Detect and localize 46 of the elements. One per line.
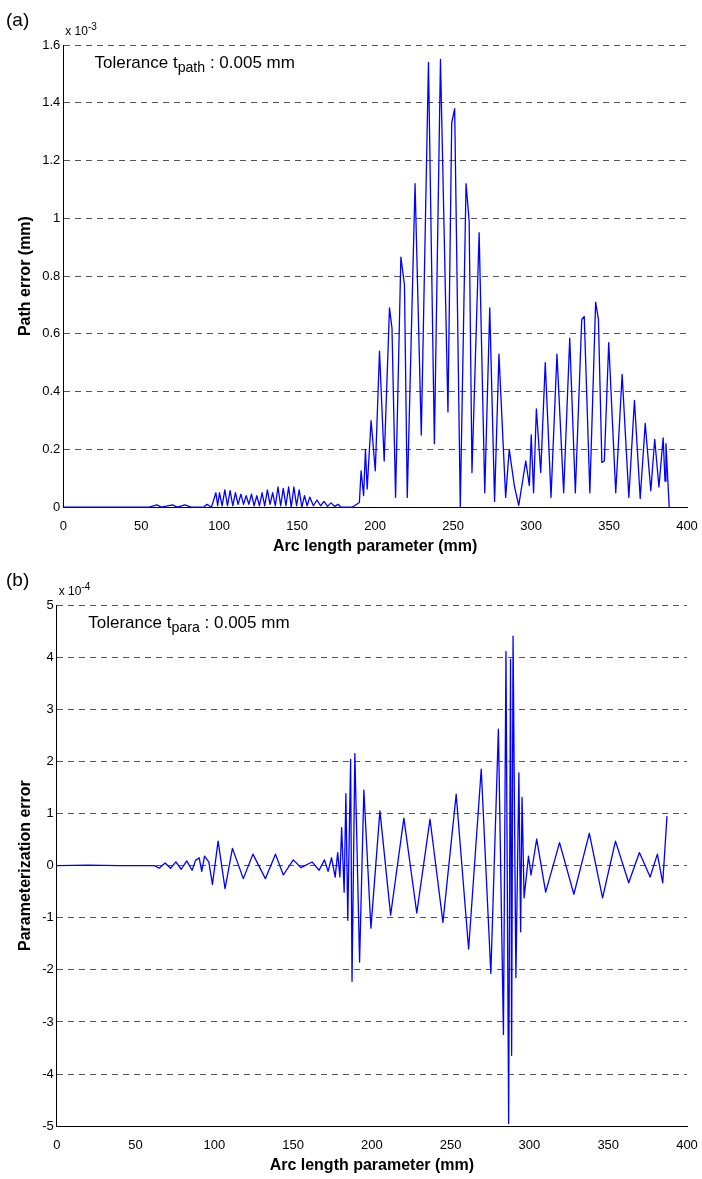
y-tick-label: 2 [46, 752, 54, 768]
y-tick-label: 4 [46, 648, 54, 664]
y-tick-label: 0 [53, 498, 61, 514]
y-tick-label: -5 [42, 1117, 54, 1133]
y-tick-label: 0.4 [42, 383, 61, 399]
y-tick-label: 0.6 [42, 325, 61, 341]
y-tick-label: -4 [42, 1065, 54, 1081]
y-tick-label: -3 [42, 1013, 54, 1029]
y-tick-label: 1.2 [42, 152, 61, 168]
x-tick-label: 400 [676, 1136, 698, 1152]
x-tick-label: 250 [442, 517, 464, 533]
annotation: Tolerance t$_{para}$ : 0.005 mm [88, 613, 290, 636]
x-tick-label: 250 [439, 1136, 462, 1152]
x-tick-label: 200 [364, 517, 386, 533]
x-tick-label: 150 [282, 1136, 304, 1152]
y-tick-label: 1.6 [42, 36, 61, 52]
text: x 10$^{-3}$ [65, 21, 97, 38]
text: (a) [6, 9, 30, 31]
y-tick-label: -1 [42, 909, 54, 925]
x-tick-label: 50 [128, 1136, 143, 1152]
text: (b) [6, 569, 30, 591]
y-tick-label: 1.4 [42, 94, 61, 110]
y-tick-label: 0.8 [42, 267, 61, 283]
x-tick-label: 200 [361, 1136, 383, 1152]
x-tick-label: 300 [520, 517, 542, 533]
y-tick-label: -2 [42, 961, 54, 977]
x-tick-label: 150 [286, 517, 309, 533]
y-axis-title: Parameterization error [16, 780, 34, 951]
x-tick-label: 350 [597, 1136, 620, 1152]
y-tick-label: 0.2 [42, 441, 61, 456]
x-axis-title: Arc length parameter (mm) [269, 1155, 475, 1173]
y-tick-label: 1 [46, 805, 54, 821]
y-tick-label: 0 [46, 857, 54, 873]
text: x 10$^{-4}$ [58, 581, 91, 598]
x-tick-label: 400 [676, 517, 698, 533]
x-axis-title: Arc length parameter (mm) [272, 536, 478, 554]
y-axis-title: Path error (mm) [16, 216, 34, 337]
y-tick-label: 1 [53, 209, 61, 225]
x-tick-label: 350 [598, 517, 620, 533]
annotation: Tolerance t$_{path}$ : 0.005 mm [94, 53, 295, 76]
y-tick-label: 5 [46, 596, 54, 612]
x-tick-label: 100 [208, 517, 231, 533]
x-tick-label: 300 [518, 1136, 541, 1152]
x-tick-label: 100 [203, 1136, 226, 1152]
x-tick-label: 50 [134, 517, 149, 533]
y-tick-label: 3 [46, 700, 54, 716]
